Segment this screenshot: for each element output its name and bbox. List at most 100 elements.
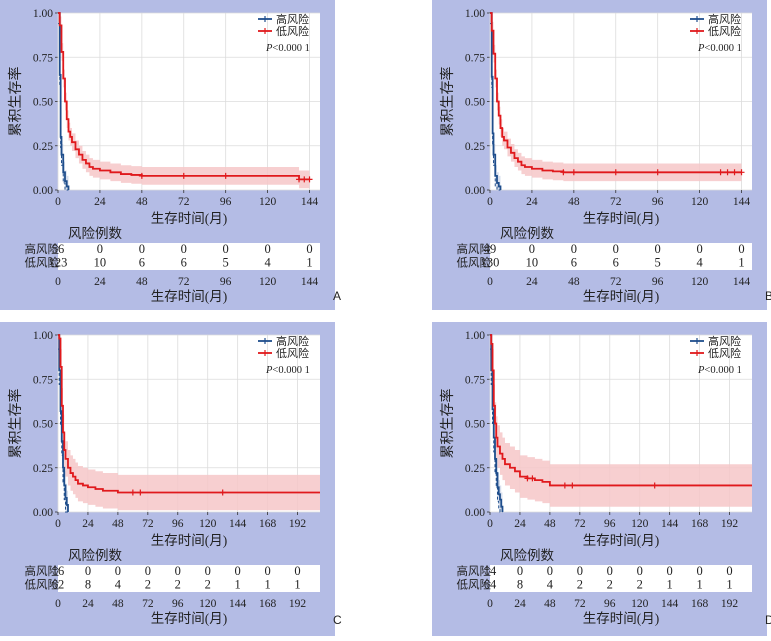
legend-label: 高风险: [708, 334, 741, 348]
risk-cell: 49: [484, 242, 497, 256]
risk-cell: 6: [139, 256, 145, 270]
x-tick-label: 120: [199, 518, 217, 530]
risk-row-label: 低风险: [25, 256, 60, 270]
censor-mark: [612, 169, 619, 176]
risk-cell: 0: [181, 242, 187, 256]
censor-mark: [717, 169, 724, 176]
risk-x-tick-label: 144: [733, 276, 751, 288]
x-tick-label: 0: [487, 196, 493, 208]
survival-curve-high-risk: [58, 12, 70, 190]
panel-letter: B: [765, 289, 771, 303]
y-tick-label: 0.25: [33, 141, 53, 153]
risk-cell: 4: [696, 256, 703, 270]
censor-mark: [529, 475, 536, 482]
risk-cell: 0: [529, 242, 535, 256]
ci-line-high-risk: [58, 23, 69, 191]
risk-cell: 1: [264, 578, 270, 592]
risk-x-tick-label: 120: [631, 598, 649, 610]
risk-table-area: [58, 243, 320, 270]
risk-row-label: 低风险: [457, 578, 492, 592]
risk-x-tick-label: 0: [487, 276, 493, 288]
risk-row-label: 低风险: [25, 578, 60, 592]
x-tick-label: 72: [178, 196, 190, 208]
risk-cell: 0: [306, 242, 312, 256]
risk-table-title: 风险例数: [68, 226, 122, 241]
risk-cell: 0: [145, 564, 151, 578]
x-tick-label: 168: [259, 518, 277, 530]
risk-x-axis-title: 生存时间(月): [151, 611, 228, 626]
risk-cell: 0: [223, 242, 229, 256]
risk-x-axis-title: 生存时间(月): [151, 289, 228, 304]
y-tick-label: 0.50: [33, 97, 53, 109]
censor-mark: [137, 489, 144, 496]
censor-mark: [306, 176, 313, 183]
y-tick-label: 1.00: [33, 330, 53, 342]
x-tick-label: 48: [568, 196, 580, 208]
panel-letter: D: [765, 613, 771, 627]
risk-cell: 0: [205, 564, 211, 578]
y-tick-label: 0.00: [33, 507, 53, 519]
x-axis-title: 生存时间(月): [151, 533, 228, 548]
x-tick-label: 48: [136, 196, 148, 208]
p-value-symbol: P: [697, 43, 705, 54]
risk-cell: 4: [115, 578, 122, 592]
risk-cell: 0: [294, 564, 300, 578]
risk-cell: 1: [294, 578, 300, 592]
risk-x-tick-label: 0: [487, 598, 493, 610]
x-tick-label: 96: [220, 196, 232, 208]
y-tick-label: 0.00: [465, 507, 485, 519]
risk-cell: 2: [607, 578, 613, 592]
censor-mark: [561, 482, 568, 489]
risk-cell: 0: [667, 564, 673, 578]
y-tick-label: 1.00: [465, 330, 485, 342]
risk-cell: 0: [517, 564, 523, 578]
km-panel-a: 0.00 0.25 0.50 0.75 1.00 0 24 48 72 96 120 144 累积生存率…: [0, 0, 341, 310]
censor-mark: [180, 172, 187, 179]
risk-cell: 0: [139, 242, 145, 256]
risk-cell: 2: [577, 578, 583, 592]
ci-band-low-risk: [490, 335, 752, 507]
risk-x-tick-label: 24: [94, 276, 106, 288]
x-tick-label: 96: [604, 518, 616, 530]
risk-x-axis-title: 生存时间(月): [583, 289, 660, 304]
risk-cell: 62: [52, 578, 65, 592]
x-axis-title: 生存时间(月): [583, 533, 660, 548]
p-value-symbol: P: [697, 365, 705, 376]
risk-cell: 1: [738, 256, 744, 270]
risk-cell: 1: [667, 578, 673, 592]
censor-mark: [129, 489, 136, 496]
x-tick-label: 0: [487, 518, 493, 530]
x-tick-label: 24: [526, 196, 538, 208]
risk-cell: 0: [264, 242, 270, 256]
censor-mark: [222, 172, 229, 179]
risk-cell: 0: [726, 564, 732, 578]
legend-label: 低风险: [276, 24, 309, 38]
risk-cell: 10: [526, 256, 539, 270]
risk-x-tick-label: 24: [526, 276, 538, 288]
risk-x-tick-label: 24: [514, 598, 526, 610]
ci-line-high-risk: [490, 23, 501, 191]
risk-table-area: [58, 565, 320, 592]
y-axis-title: 累积生存率: [7, 389, 24, 459]
risk-cell: 0: [738, 242, 744, 256]
risk-x-tick-label: 96: [652, 276, 664, 288]
risk-cell: 5: [223, 256, 229, 270]
legend-label: 高风险: [708, 12, 741, 26]
risk-cell: 0: [613, 242, 619, 256]
x-tick-label: 72: [574, 518, 586, 530]
risk-x-tick-label: 168: [691, 598, 709, 610]
risk-cell: 0: [264, 564, 270, 578]
risk-table-title: 风险例数: [500, 548, 554, 563]
risk-row-label: 低风险: [457, 256, 492, 270]
risk-x-tick-label: 72: [574, 598, 586, 610]
risk-x-tick-label: 192: [289, 598, 307, 610]
risk-x-tick-label: 144: [301, 276, 319, 288]
risk-x-tick-label: 0: [55, 598, 61, 610]
x-axis-title: 生存时间(月): [583, 211, 660, 226]
x-tick-label: 0: [55, 196, 61, 208]
x-tick-label: 96: [172, 518, 184, 530]
y-tick-label: 0.00: [465, 185, 485, 197]
risk-x-tick-label: 48: [136, 276, 148, 288]
y-tick-label: 0.75: [33, 52, 53, 64]
y-tick-label: 0.50: [33, 419, 53, 431]
